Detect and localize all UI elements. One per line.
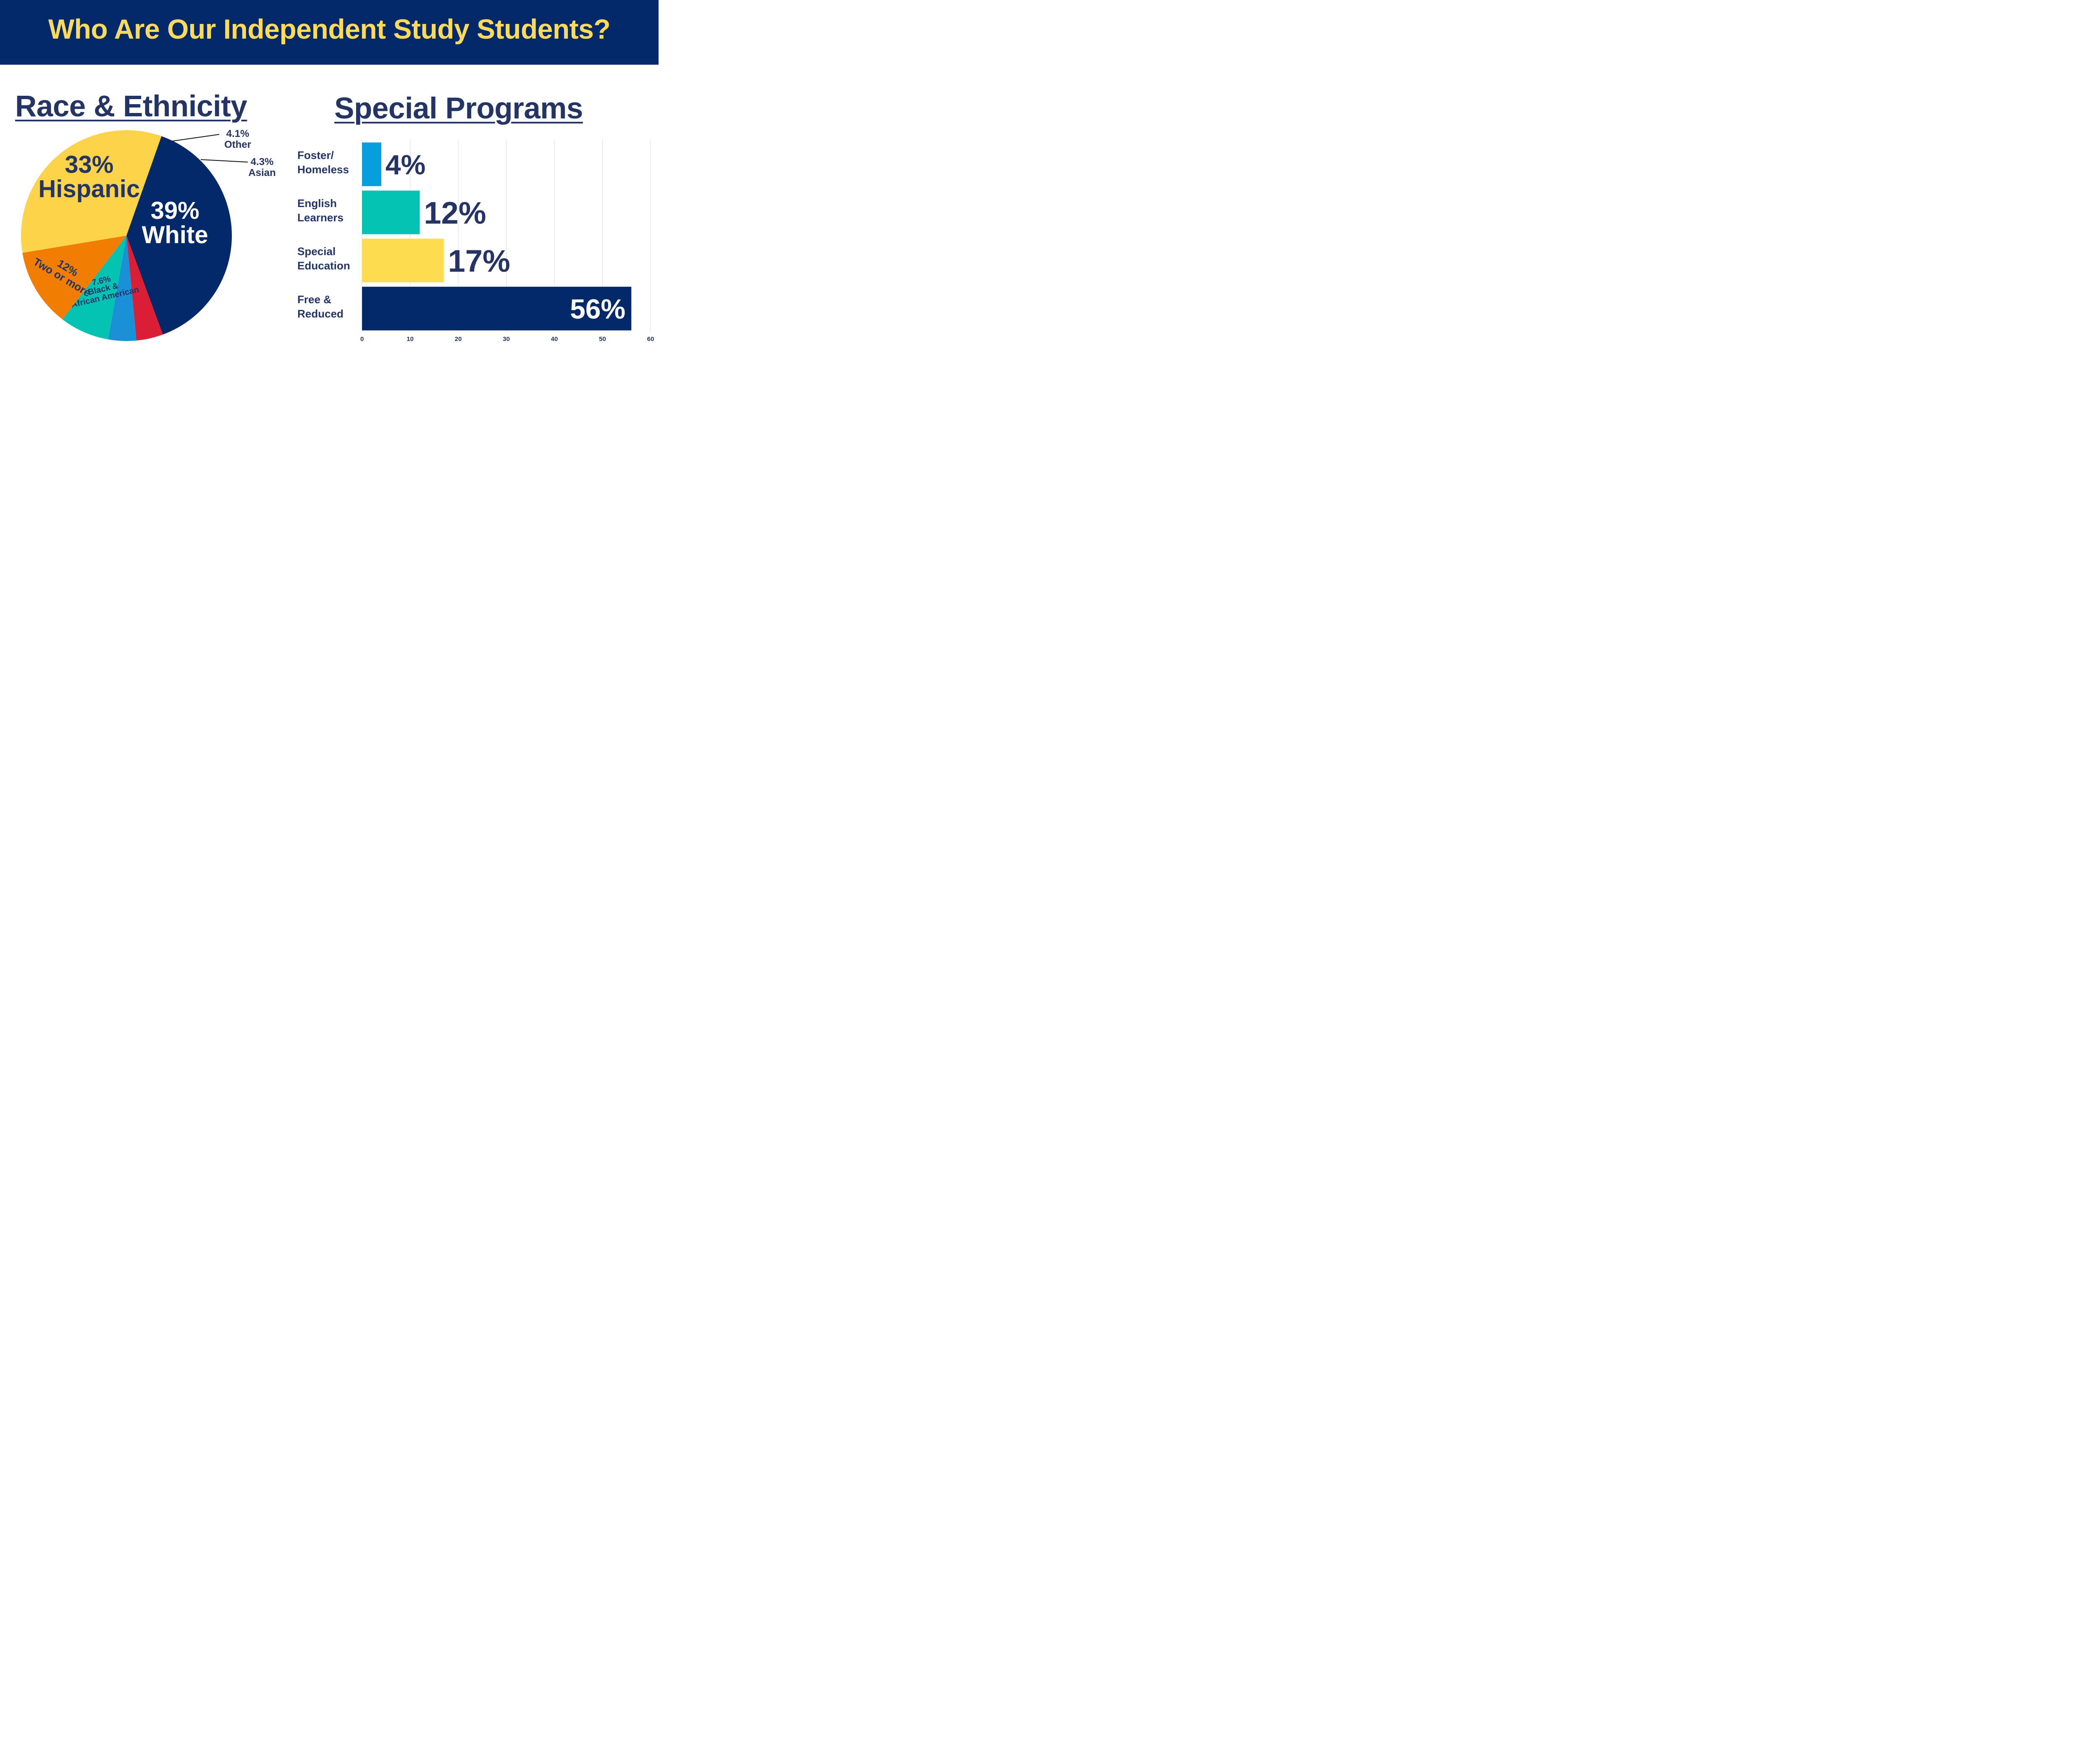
pie-leader-line-other [172,134,220,142]
pie-slice-black-african-american [62,236,126,340]
y-category-label-special-education-line-2: Education [297,259,350,272]
x-tick-label-0: 0 [360,336,364,343]
y-category-label-special-education-line-1: Special [297,245,336,257]
y-category-label-foster-homeless-line-2: Homeless [297,163,349,176]
pie-value-label-hispanic: 33% [65,151,113,178]
page-title: Who Are Our Independent Study Students? [48,13,611,45]
x-tick-label-30: 30 [503,336,510,343]
pie-slice-asian [108,236,136,341]
race-ethnicity-title: Race & Ethnicity [15,90,247,123]
pie-category-label-asian: Asian [248,167,276,178]
bar-value-label-special-education: 17% [448,244,510,278]
x-tick-label-40: 40 [551,336,558,343]
y-category-label-foster-homeless-line-1: Foster/ [297,149,334,161]
x-tick-label-50: 50 [599,336,606,343]
x-tick-label-60: 60 [647,336,654,343]
y-category-label-english-learners-line-2: Learners [297,211,344,224]
y-category-label-free-reduced-line-2: Reduced [297,307,344,320]
special-programs-title: Special Programs [334,92,583,125]
pie-leader-line-asian [200,159,248,163]
bar-value-label-english-learners: 12% [424,195,486,230]
bar-value-label-free-reduced: 56% [570,294,625,325]
pie-label-group-white: 39%White [142,197,208,249]
x-tick-label-20: 20 [455,336,462,343]
x-tick-label-10: 10 [407,336,414,343]
y-category-label-english-learners-line-1: English [297,197,337,210]
bar-foster-homeless [362,142,381,186]
bar-english-learners [362,190,420,234]
special-programs-bar-chart: 0 10 20 30 40 50 60 Foster/Homeless 4% EnglishLea… [297,139,654,343]
pie-slice-hispanic [21,130,162,253]
pie-slice-two-or-more [22,236,126,320]
pie-value-label-other: 4.1% [226,128,249,139]
y-category-label-free-reduced-line-1: Free & [297,293,331,306]
bar-special-education [362,239,444,283]
pie-slice-other [126,236,163,341]
pie-value-label-white: 39% [151,197,200,224]
pie-category-label-hispanic: Hispanic [38,176,140,203]
title-banner: Who Are Our Independent Study Students? [0,0,659,65]
bar-free-reduced [362,286,632,331]
pie-value-label-asian: 4.3% [251,156,274,168]
pie-slice-white [126,136,232,335]
pie-label-group-hispanic: 33%Hispanic [38,151,140,203]
pie-category-label-white: White [142,221,208,249]
pie-category-label-other: Other [224,139,251,150]
bar-value-label-foster-homeless: 4% [386,149,425,180]
